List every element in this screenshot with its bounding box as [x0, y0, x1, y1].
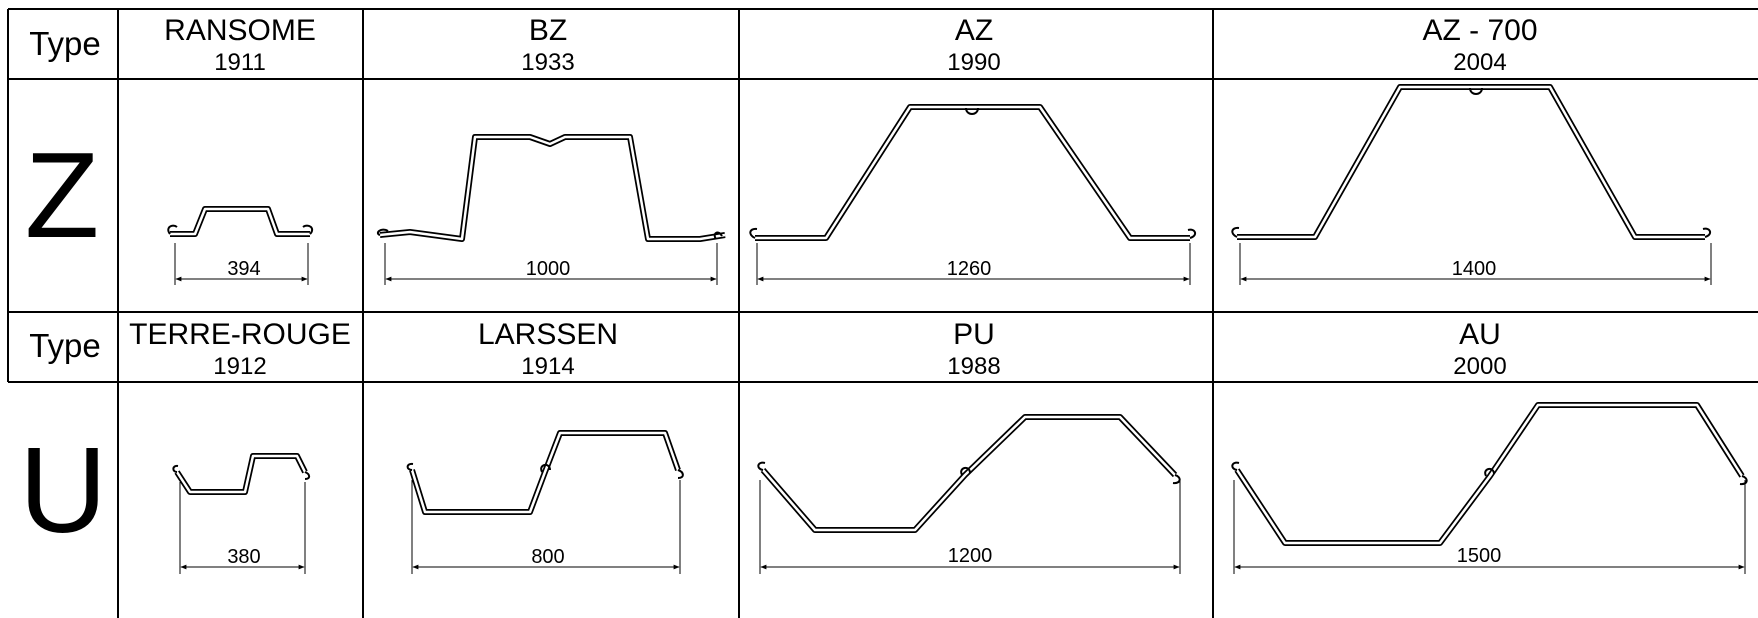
profile-name: AU: [1459, 318, 1501, 351]
profile-year: 1990: [947, 49, 1000, 76]
dimension-label: 800: [531, 546, 564, 568]
dimension-label: 1400: [1452, 258, 1497, 280]
dimension-label: 1500: [1457, 545, 1502, 567]
profile-year: 1912: [213, 353, 266, 380]
profile-name: PU: [953, 318, 995, 351]
type-label: Type: [29, 327, 101, 364]
type-letter-u: U: [19, 422, 107, 558]
dimension-label: 1260: [947, 258, 992, 280]
profile-terre-rouge: [172, 453, 311, 495]
profile-larssen: [406, 430, 684, 515]
profile-year: 2000: [1453, 353, 1506, 380]
profile-bz: [376, 134, 726, 242]
profile-name: AZ - 700: [1422, 14, 1537, 47]
profile-year: 1911: [214, 49, 266, 76]
profile-az-700: [1231, 84, 1711, 240]
profile-name: TERRE-ROUGE: [129, 318, 351, 351]
table-grid: [7, 8, 1758, 618]
profile-ransome: [167, 206, 314, 237]
dimension-label: 394: [227, 258, 260, 280]
dimension-lines-row-z: [174, 243, 1712, 285]
dimension-label: 1000: [526, 258, 571, 280]
profile-year: 1914: [521, 353, 574, 380]
profile-name: BZ: [529, 14, 567, 47]
profile-name: LARSSEN: [478, 318, 618, 351]
profile-az: [749, 104, 1196, 241]
profile-year: 1933: [521, 49, 574, 76]
profile-year: 2004: [1453, 49, 1506, 76]
profile-name: AZ: [955, 14, 993, 47]
dimension-lines-row-u: [179, 480, 1746, 574]
dimension-label: 380: [227, 546, 260, 568]
profile-year: 1988: [947, 353, 1000, 380]
profile-pu: [757, 414, 1181, 533]
dimension-label: 1200: [948, 545, 993, 567]
type-label: Type: [29, 25, 101, 62]
profile-au: [1231, 402, 1748, 546]
type-letter-z: Z: [25, 127, 100, 263]
profile-name: RANSOME: [164, 14, 316, 47]
